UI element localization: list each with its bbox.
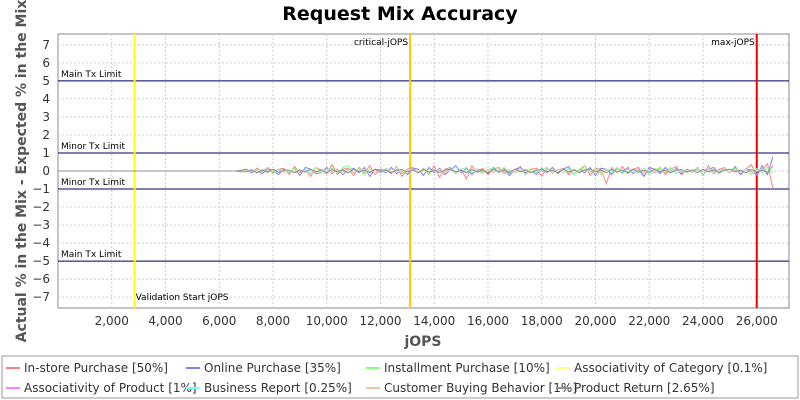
legend-label: Product Return [2.65%] [574, 381, 715, 395]
y-tick-label: 3 [42, 110, 50, 124]
limit-label: Minor Tx Limit [61, 142, 126, 152]
x-tick-label: 6,000 [202, 314, 236, 328]
x-tick-label: 18,000 [521, 314, 563, 328]
marker-label: max-jOPS [711, 38, 755, 48]
x-tick-label: 16,000 [467, 314, 509, 328]
legend-label: Associativity of Category [0.1%] [574, 361, 767, 375]
legend-label: Installment Purchase [10%] [384, 361, 550, 375]
y-tick-labels: −7 −6 −5 −4 −3 −2 −1 0 1 2 3 4 5 6 7 [32, 38, 50, 304]
x-tick-label: 12,000 [360, 314, 402, 328]
y-tick-label: −4 [32, 236, 50, 250]
y-tick-label: 7 [42, 38, 50, 52]
limit-label: Main Tx Limit [61, 70, 122, 80]
marker-label: critical-jOPS [354, 38, 408, 48]
legend-label: Associativity of Product [1%] [24, 381, 197, 395]
y-tick-label: 4 [42, 92, 50, 106]
x-tick-label: 26,000 [736, 314, 778, 328]
y-tick-label: −5 [32, 254, 50, 268]
x-axis-label: jOPS [403, 334, 441, 350]
series-lines [58, 156, 774, 190]
y-tick-label: −1 [32, 182, 50, 196]
y-tick-label: 1 [42, 146, 50, 160]
x-tick-label: 8,000 [256, 314, 290, 328]
x-tick-label: 4,000 [148, 314, 182, 328]
limit-lines [58, 80, 789, 262]
annotations: Main Tx Limit Minor Tx Limit Minor Tx Limi… [61, 38, 755, 303]
legend-label: Customer Buying Behavior [1%] [384, 381, 577, 395]
y-tick-label: −6 [32, 272, 50, 286]
limit-label: Main Tx Limit [61, 250, 122, 260]
x-tick-label: 20,000 [575, 314, 617, 328]
y-tick-label: −3 [32, 218, 50, 232]
y-tick-label: −7 [32, 290, 50, 304]
x-tick-label: 10,000 [306, 314, 348, 328]
limit-label: Minor Tx Limit [61, 178, 126, 188]
legend: In-store Purchase [50%] Online Purchase [… [6, 361, 767, 395]
legend-label: In-store Purchase [50%] [24, 361, 168, 375]
legend-box [1, 355, 799, 399]
y-tick-label: 2 [42, 128, 50, 142]
x-tick-label: 24,000 [682, 314, 724, 328]
y-tick-label: 0 [42, 164, 50, 178]
x-tick-labels: 2,000 4,000 6,000 8,000 10,000 12,000 14,000 16… [95, 314, 778, 328]
x-tick-label: 22,000 [628, 314, 670, 328]
x-tick-label: 2,000 [95, 314, 129, 328]
y-tick-label: 5 [42, 74, 50, 88]
y-axis-label: Actual % in the Mix - Expected % in the … [14, 0, 30, 342]
marker-label: Validation Start jOPS [136, 293, 229, 303]
x-tick-label: 14,000 [413, 314, 455, 328]
series-line [58, 165, 774, 174]
y-tick-label: −2 [32, 200, 50, 214]
legend-label: Online Purchase [35%] [204, 361, 341, 375]
chart-title: Request Mix Accuracy [282, 3, 518, 25]
legend-label: Business Report [0.25%] [204, 381, 352, 395]
y-tick-label: 6 [42, 56, 50, 70]
